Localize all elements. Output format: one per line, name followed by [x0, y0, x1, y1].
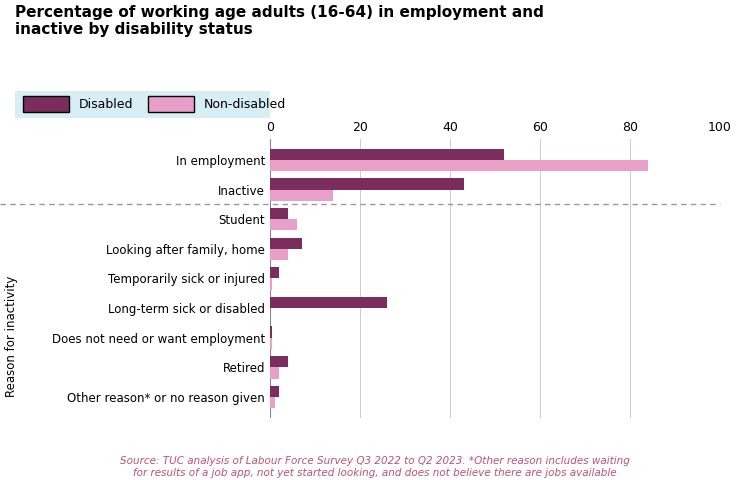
FancyBboxPatch shape: [22, 96, 68, 112]
Bar: [270, 208, 288, 219]
Bar: [270, 278, 272, 289]
Text: Source: TUC analysis of Labour Force Survey Q3 2022 to Q2 2023. *Other reason in: Source: TUC analysis of Labour Force Sur…: [120, 456, 630, 478]
Bar: [270, 219, 297, 230]
Bar: [270, 326, 272, 337]
Bar: [270, 249, 288, 260]
FancyBboxPatch shape: [148, 96, 194, 112]
Bar: [270, 149, 504, 160]
Bar: [270, 190, 333, 201]
Text: Reason for inactivity: Reason for inactivity: [4, 276, 18, 396]
Bar: [270, 160, 648, 171]
Text: Percentage of working age adults (16-64) in employment and
inactive by disabilit: Percentage of working age adults (16-64)…: [15, 5, 544, 37]
Bar: [270, 337, 272, 349]
Text: Non-disabled: Non-disabled: [204, 98, 286, 111]
Bar: [270, 178, 464, 190]
Bar: [270, 385, 279, 397]
Bar: [270, 297, 387, 308]
Text: Disabled: Disabled: [79, 98, 134, 111]
Bar: [270, 238, 302, 249]
Bar: [270, 356, 288, 367]
Bar: [270, 367, 279, 379]
Bar: [270, 267, 279, 278]
Bar: [270, 397, 274, 408]
